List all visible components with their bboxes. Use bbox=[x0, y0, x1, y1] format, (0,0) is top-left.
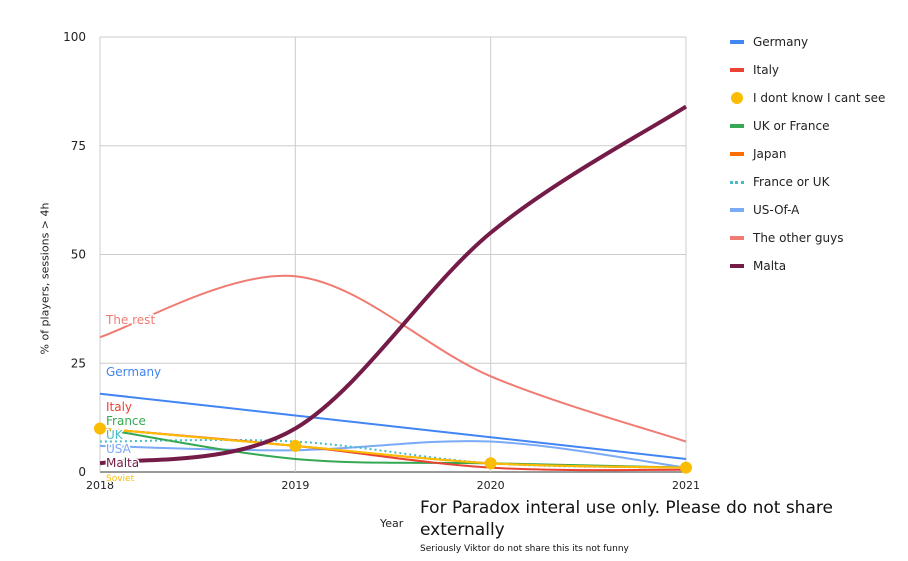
y-tick-label: 75 bbox=[71, 139, 86, 153]
x-tick-label: 2019 bbox=[281, 479, 309, 492]
legend-swatch bbox=[730, 208, 744, 212]
legend-label: I dont know I cant see bbox=[753, 91, 886, 105]
series-annotation: Italy bbox=[106, 400, 132, 414]
legend-item[interactable]: Japan bbox=[730, 140, 885, 168]
series-annotation: USA bbox=[106, 442, 132, 456]
legend-label: France or UK bbox=[753, 175, 830, 189]
series-line-i-dont-know-i-cant-see bbox=[99, 427, 687, 469]
series-annotation: UK bbox=[106, 428, 124, 442]
legend-item[interactable]: Italy bbox=[730, 56, 885, 84]
legend-swatch bbox=[730, 152, 744, 156]
series-annotation: The rest bbox=[105, 313, 155, 327]
legend-label: Italy bbox=[753, 63, 780, 77]
legend-swatch bbox=[730, 40, 744, 44]
y-tick-label: 25 bbox=[71, 356, 86, 370]
series-annotation: France bbox=[106, 414, 146, 428]
legend-item[interactable]: France or UK bbox=[730, 168, 885, 196]
legend-swatch bbox=[730, 124, 744, 128]
series-annotation: Germany bbox=[106, 365, 161, 379]
y-tick-label: 50 bbox=[71, 248, 86, 262]
legend-item[interactable]: Germany bbox=[730, 28, 885, 56]
x-tick-label: 2018 bbox=[86, 479, 114, 492]
legend-label: US-Of-A bbox=[753, 203, 800, 217]
legend-swatch bbox=[730, 236, 744, 240]
y-axis-label: % of players, sessions > 4h bbox=[38, 202, 52, 355]
series-line-us-of-a bbox=[99, 440, 687, 469]
x-tick-label: 2021 bbox=[672, 479, 700, 492]
x-tick-label: 2020 bbox=[477, 479, 505, 492]
confidential-note: For Paradox interal use only. Please do … bbox=[420, 498, 833, 540]
y-tick-label: 0 bbox=[78, 465, 86, 479]
legend: Germany Italy I dont know I cant see UK or … bbox=[730, 28, 885, 280]
series-annotation: Soviet bbox=[106, 474, 135, 484]
data-point-i-dont-know-i-cant-see bbox=[484, 457, 497, 470]
legend-item[interactable]: UK or France bbox=[730, 112, 885, 140]
legend-label: UK or France bbox=[753, 119, 830, 133]
legend-swatch bbox=[730, 180, 744, 184]
legend-label: The other guys bbox=[753, 231, 844, 245]
data-point-i-dont-know-i-cant-see bbox=[680, 461, 692, 474]
legend-item[interactable]: US-Of-A bbox=[730, 196, 885, 224]
legend-item[interactable]: Malta bbox=[730, 252, 885, 280]
confidential-subnote: Seriously Viktor do not share this its n… bbox=[420, 544, 629, 554]
series-line-the-other-guys bbox=[99, 274, 687, 443]
legend-swatch bbox=[731, 92, 743, 104]
legend-item[interactable]: The other guys bbox=[730, 224, 885, 252]
data-point-i-dont-know-i-cant-see bbox=[289, 439, 302, 452]
legend-swatch bbox=[730, 68, 744, 72]
data-point-i-dont-know-i-cant-see bbox=[94, 422, 106, 435]
series-line-germany bbox=[99, 392, 687, 460]
legend-swatch bbox=[730, 264, 744, 268]
series-line-malta bbox=[99, 104, 688, 466]
series-annotation: Malta bbox=[106, 456, 139, 470]
legend-label: Malta bbox=[753, 259, 787, 273]
x-axis-label: Year bbox=[380, 517, 404, 530]
y-tick-label: 100 bbox=[63, 30, 86, 44]
legend-label: Japan bbox=[753, 147, 787, 161]
legend-label: Germany bbox=[753, 35, 809, 49]
legend-item[interactable]: I dont know I cant see bbox=[730, 84, 885, 112]
